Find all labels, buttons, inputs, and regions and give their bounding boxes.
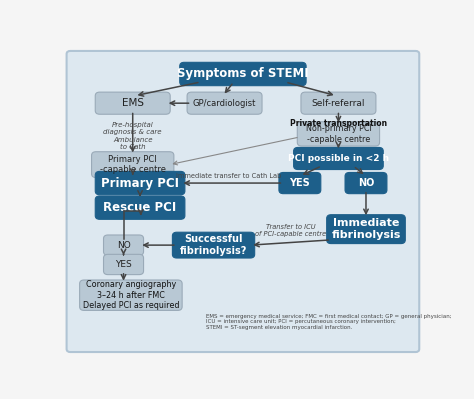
- FancyBboxPatch shape: [345, 172, 387, 194]
- Text: NO: NO: [358, 178, 374, 188]
- FancyBboxPatch shape: [95, 92, 170, 114]
- Text: Self-referral: Self-referral: [312, 99, 365, 108]
- Text: EMS: EMS: [122, 98, 144, 108]
- FancyBboxPatch shape: [327, 215, 405, 243]
- Text: Private transportation: Private transportation: [290, 119, 387, 128]
- Text: YES: YES: [115, 260, 132, 269]
- Text: GP/cardiologist: GP/cardiologist: [193, 99, 256, 108]
- FancyBboxPatch shape: [103, 254, 144, 275]
- Text: Successful
fibrinolysis?: Successful fibrinolysis?: [180, 234, 247, 256]
- Text: PCI possible in <2 h: PCI possible in <2 h: [288, 154, 389, 163]
- FancyBboxPatch shape: [293, 147, 383, 170]
- Text: Immediate
fibrinolysis: Immediate fibrinolysis: [331, 218, 401, 240]
- Text: Primary PCI
-capable centre: Primary PCI -capable centre: [100, 155, 166, 174]
- FancyBboxPatch shape: [279, 172, 321, 194]
- Text: Immediate transfer to Cath Lab: Immediate transfer to Cath Lab: [175, 173, 281, 179]
- Text: Coronary angiography
3–24 h after FMC
Delayed PCI as required: Coronary angiography 3–24 h after FMC De…: [82, 280, 179, 310]
- FancyBboxPatch shape: [180, 62, 306, 86]
- Text: EMS = emergency medical service; FMC = first medical contact; GP = general physi: EMS = emergency medical service; FMC = f…: [206, 314, 452, 330]
- Text: Pre-hospital
diagnosis & care: Pre-hospital diagnosis & care: [103, 122, 162, 135]
- FancyBboxPatch shape: [95, 196, 185, 219]
- Text: Ambulance
to Cath: Ambulance to Cath: [113, 137, 153, 150]
- FancyBboxPatch shape: [297, 122, 380, 146]
- Text: Primary PCI: Primary PCI: [101, 177, 179, 190]
- FancyBboxPatch shape: [80, 280, 182, 310]
- FancyBboxPatch shape: [66, 51, 419, 352]
- FancyBboxPatch shape: [301, 92, 376, 114]
- Text: NO: NO: [117, 241, 130, 250]
- FancyBboxPatch shape: [173, 232, 255, 258]
- Text: Rescue PCI: Rescue PCI: [103, 201, 177, 214]
- Text: YES: YES: [290, 178, 310, 188]
- FancyBboxPatch shape: [103, 235, 144, 255]
- Text: Transfer to ICU
of PCI-capable centre: Transfer to ICU of PCI-capable centre: [255, 223, 326, 237]
- Text: Non-primary PCI
-capable centre: Non-primary PCI -capable centre: [306, 124, 371, 144]
- FancyBboxPatch shape: [95, 172, 185, 195]
- FancyBboxPatch shape: [187, 92, 262, 114]
- Text: Symptoms of STEMI: Symptoms of STEMI: [177, 67, 309, 81]
- FancyBboxPatch shape: [91, 152, 174, 178]
